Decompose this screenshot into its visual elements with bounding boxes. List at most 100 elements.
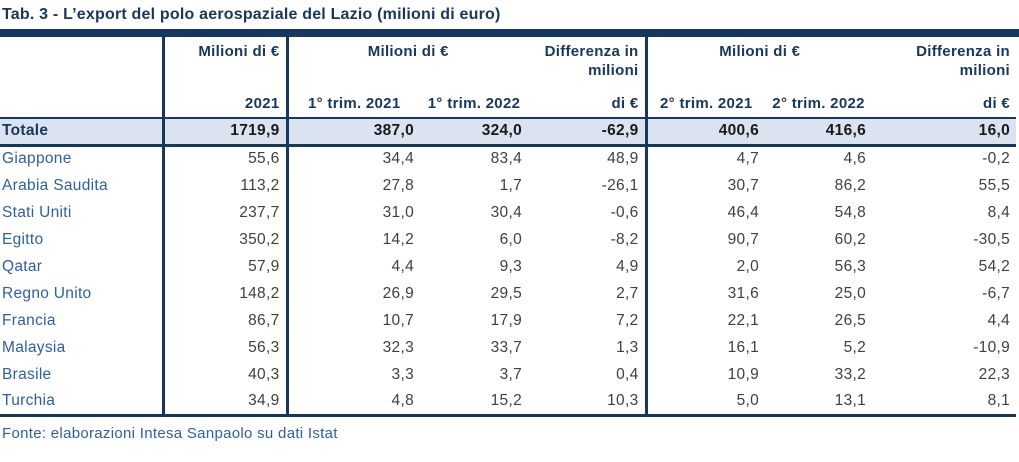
header-milioni-2021: Milioni di € [163, 37, 289, 89]
cell-value: 4,6 [843, 150, 867, 168]
cell-value: 46,4 [727, 203, 760, 221]
cell-value: 30,7 [727, 176, 760, 194]
cell-value: 13,1 [834, 391, 867, 409]
cell-value: 86,2 [834, 176, 867, 194]
table-row: Stati Uniti 237,7 31,0 30,4 -0,6 46,4 54,8 8,4 [0, 199, 1016, 226]
row-label: Giappone [0, 145, 165, 172]
header-row-groups: Milioni di € Milioni di € Differenza in … [0, 37, 1016, 89]
title-underline-band [0, 29, 1019, 37]
header-blank-2 [0, 89, 165, 118]
row-label: Regno Unito [0, 280, 165, 307]
header-differenza-2: Differenza in milioni [872, 37, 1016, 89]
cell-value: -62,9 [528, 118, 648, 145]
cell-value: 148,2 [163, 280, 289, 307]
cell-value: 33,2 [834, 365, 867, 383]
header-milioni-trim2: Milioni di € [719, 43, 801, 60]
header-col-trim1-2022: 1° trim. 2022 [427, 95, 521, 112]
cell-value: 29,5 [490, 284, 523, 302]
cell-value: 8,4 [987, 203, 1011, 221]
header-differenza-1: Differenza in milioni [528, 37, 648, 89]
table-row: Arabia Saudita 113,2 27,8 1,7 -26,1 30,7 86,2 5… [0, 172, 1016, 199]
cell-value: 22,1 [727, 311, 760, 329]
header-differenza-2-line1: Differenza in [916, 43, 1011, 60]
cell-value: 0,4 [528, 361, 648, 388]
header-milioni-trim1: Milioni di € [367, 43, 449, 60]
row-label: Francia [0, 307, 165, 334]
cell-value: 83,4 [490, 150, 523, 168]
cell-value: 5,0 [736, 391, 760, 409]
cell-value: 9,3 [499, 257, 523, 275]
cell-value: -30,5 [973, 230, 1011, 248]
cell-value: 16,1 [727, 338, 760, 356]
cell-value: 60,2 [834, 230, 867, 248]
table-row: Giappone 55,6 34,4 83,4 48,9 4,7 4,6 -0,2 [0, 145, 1016, 172]
cell-value: 10,3 [528, 388, 648, 415]
cell-value: 26,5 [834, 311, 867, 329]
cell-value: 237,7 [163, 199, 289, 226]
table-header: Milioni di € Milioni di € Differenza in … [0, 37, 1016, 118]
cell-value: 416,6 [825, 122, 867, 140]
cell-value: 2,0 [736, 257, 760, 275]
cell-value: 27,8 [382, 176, 414, 194]
cell-value: 4,4 [987, 311, 1011, 329]
table-row: Egitto 350,2 14,2 6,0 -8,2 90,7 60,2 -30,5 [0, 226, 1016, 253]
cell-value: 4,9 [528, 253, 648, 280]
header-col-dieuro-1: di € [528, 89, 648, 118]
cell-value: 31,6 [727, 284, 760, 302]
cell-value: 25,0 [834, 284, 867, 302]
cell-value: 16,0 [978, 122, 1011, 140]
cell-value: 33,7 [490, 338, 523, 356]
table-row: Qatar 57,9 4,4 9,3 4,9 2,0 56,3 54,2 [0, 253, 1016, 280]
cell-value: 55,6 [163, 145, 289, 172]
cell-value: 56,3 [834, 257, 867, 275]
cell-value: 7,2 [528, 307, 648, 334]
cell-value: 32,3 [382, 338, 414, 356]
row-label: Stati Uniti [0, 199, 165, 226]
cell-value: 90,7 [727, 230, 760, 248]
row-label: Turchia [0, 388, 165, 415]
source-note: Fonte: elaborazioni Intesa Sanpaolo su d… [2, 424, 338, 442]
row-label: Arabia Saudita [0, 172, 165, 199]
cell-value: -8,2 [528, 226, 648, 253]
cell-value: 40,3 [163, 361, 289, 388]
export-table: Milioni di € Milioni di € Differenza in … [0, 37, 1017, 417]
cell-value: 30,4 [490, 203, 523, 221]
cell-value: 48,9 [528, 145, 648, 172]
cell-value: 3,3 [391, 365, 414, 383]
header-col-trim2-2021: 2° trim. 2021 [660, 95, 753, 112]
header-differenza-1-line1: Differenza in [544, 43, 639, 60]
header-col-trim2-2022: 2° trim. 2022 [772, 95, 865, 112]
cell-value: 1,3 [528, 334, 648, 361]
cell-value: 34,9 [163, 388, 289, 415]
header-blank [0, 37, 165, 89]
cell-value: 22,3 [978, 365, 1011, 383]
cell-value: 3,7 [499, 365, 523, 383]
cell-value: 5,2 [843, 338, 867, 356]
cell-value: -26,1 [528, 172, 648, 199]
table-row: Turchia 34,9 4,8 15,2 10,3 5,0 13,1 8,1 [0, 388, 1016, 415]
row-label: Malaysia [0, 334, 165, 361]
cell-value: 10,9 [727, 365, 760, 383]
header-differenza-1-line2: milioni [588, 62, 639, 79]
header-differenza-2-line2: milioni [959, 62, 1011, 79]
cell-value: 350,2 [163, 226, 289, 253]
cell-value: 26,9 [382, 284, 414, 302]
cell-value: 324,0 [481, 122, 523, 140]
cell-value: 4,4 [391, 257, 414, 275]
table-title: Tab. 3 - L’export del polo aerospaziale … [2, 6, 501, 23]
cell-value: -0,2 [982, 150, 1011, 168]
header-col-2021: 2021 [163, 89, 289, 118]
header-col-trim1-2021: 1° trim. 2021 [308, 95, 401, 112]
cell-value: 17,9 [490, 311, 523, 329]
cell-value: 8,1 [987, 391, 1011, 409]
header-row-periods: 2021 1° trim. 2021 1° trim. 2022 di € 2°… [0, 89, 1016, 118]
cell-value: 55,5 [978, 176, 1011, 194]
row-label: Totale [0, 118, 165, 145]
cell-value: 57,9 [163, 253, 289, 280]
cell-value: 4,8 [391, 391, 414, 409]
cell-value: 4,7 [736, 150, 760, 168]
table-row: Malaysia 56,3 32,3 33,7 1,3 16,1 5,2 -10,9 [0, 334, 1016, 361]
cell-value: 54,8 [834, 203, 867, 221]
cell-value: 2,7 [528, 280, 648, 307]
